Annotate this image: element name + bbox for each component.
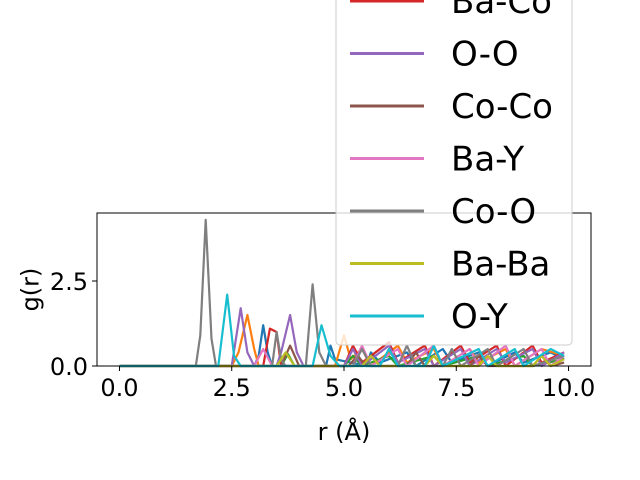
legend-label: Co-O (451, 192, 536, 232)
x-tick-label: 2.5 (213, 374, 251, 402)
legend-box (335, 0, 573, 346)
series-line-ba-ba (119, 351, 565, 368)
legend-label: O-O (451, 35, 519, 75)
legend-label: Ba-Ba (451, 245, 550, 285)
legend-label: Ba-Co (451, 0, 552, 22)
x-axis-ticks: 0.0 2.5 5.0 7.5 10.0 (100, 366, 595, 402)
x-axis-label: r (Å) (318, 417, 371, 446)
y-tick-label: 2.5 (50, 268, 88, 296)
legend-label: O-Y (451, 297, 508, 337)
y-tick-label: 0.0 (50, 353, 88, 381)
y-axis-label: g(r) (16, 268, 44, 312)
x-tick-label: 7.5 (437, 374, 475, 402)
legend-label: Ba-Y (451, 140, 524, 180)
series-line-ba-y (119, 344, 565, 368)
x-tick-label: 10.0 (542, 374, 595, 402)
x-tick-label: 5.0 (325, 374, 363, 402)
plot-lines (119, 218, 565, 368)
x-tick-label: 0.0 (100, 374, 138, 402)
legend: Ba-Co O-O Co-Co Ba-Y Co-O Ba-Ba O-Y (335, 0, 573, 346)
legend-label: Co-Co (451, 87, 553, 127)
series-line-o-y (119, 293, 565, 368)
y-axis-ticks: 0.0 2.5 (50, 268, 97, 381)
series-line-unnamed-0 (119, 324, 565, 368)
